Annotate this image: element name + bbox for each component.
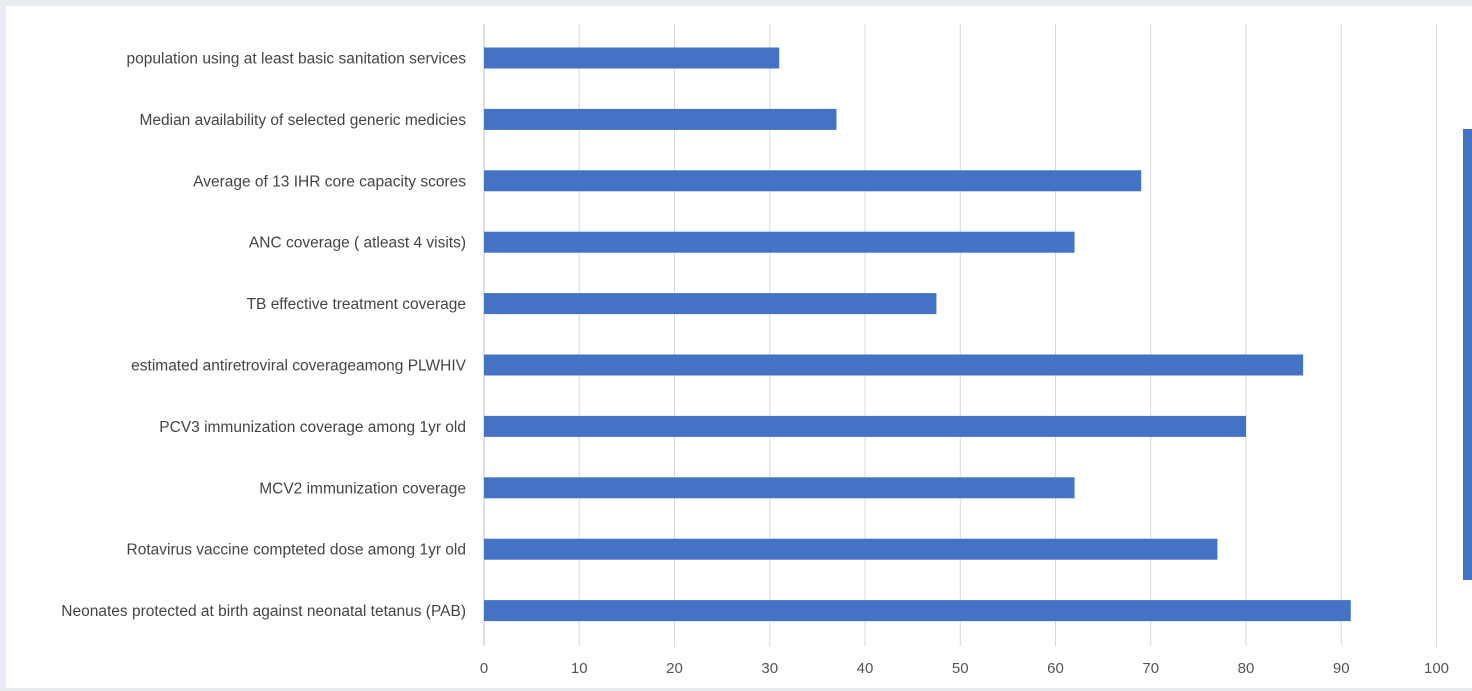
bar	[484, 231, 1075, 253]
bar	[484, 47, 780, 69]
category-labels: population using at least basic sanitati…	[61, 51, 466, 621]
bar	[484, 600, 1351, 622]
x-tick-label: 50	[952, 660, 969, 677]
x-tick-label: 40	[857, 660, 874, 677]
bar	[484, 354, 1304, 376]
category-label: Neonates protected at birth against neon…	[61, 603, 466, 620]
bars	[484, 47, 1351, 622]
bar-chart: population using at least basic sanitati…	[61, 24, 1472, 677]
bar	[484, 538, 1218, 560]
category-label: population using at least basic sanitati…	[127, 51, 467, 68]
x-tick-label: 80	[1238, 660, 1255, 677]
category-label: Median availability of selected generic …	[139, 112, 466, 129]
bar	[484, 170, 1142, 192]
x-tick-label: 70	[1142, 660, 1159, 677]
category-label: estimated antiretroviral coverageamong P…	[131, 358, 466, 375]
x-tick-label: 10	[571, 660, 588, 677]
x-tick-label: 0	[480, 660, 488, 677]
bar	[484, 415, 1246, 437]
category-label: MCV2 immunization coverage	[259, 480, 466, 497]
legend-series-marker	[1463, 129, 1472, 580]
x-tick-label: 90	[1333, 660, 1350, 677]
category-label: Rotavirus vaccine compteted dose among 1…	[127, 542, 466, 559]
x-tick-label: 60	[1047, 660, 1064, 677]
bar	[484, 293, 937, 315]
x-tick-label: 20	[666, 660, 683, 677]
category-label: Average of 13 IHR core capacity scores	[193, 173, 466, 190]
x-tick-label: 30	[761, 660, 778, 677]
category-label: ANC coverage ( atleast 4 visits)	[249, 235, 466, 252]
x-axis-tick-labels: 0 10 20 30 40 50 60 70 80 90 100	[480, 660, 1449, 677]
bar	[484, 477, 1075, 499]
x-tick-label: 100	[1424, 660, 1449, 677]
bar	[484, 108, 837, 130]
category-label: PCV3 immunization coverage among 1yr old	[159, 419, 466, 436]
chart-area: population using at least basic sanitati…	[6, 6, 1472, 688]
category-label: TB effective treatment coverage	[247, 296, 466, 313]
